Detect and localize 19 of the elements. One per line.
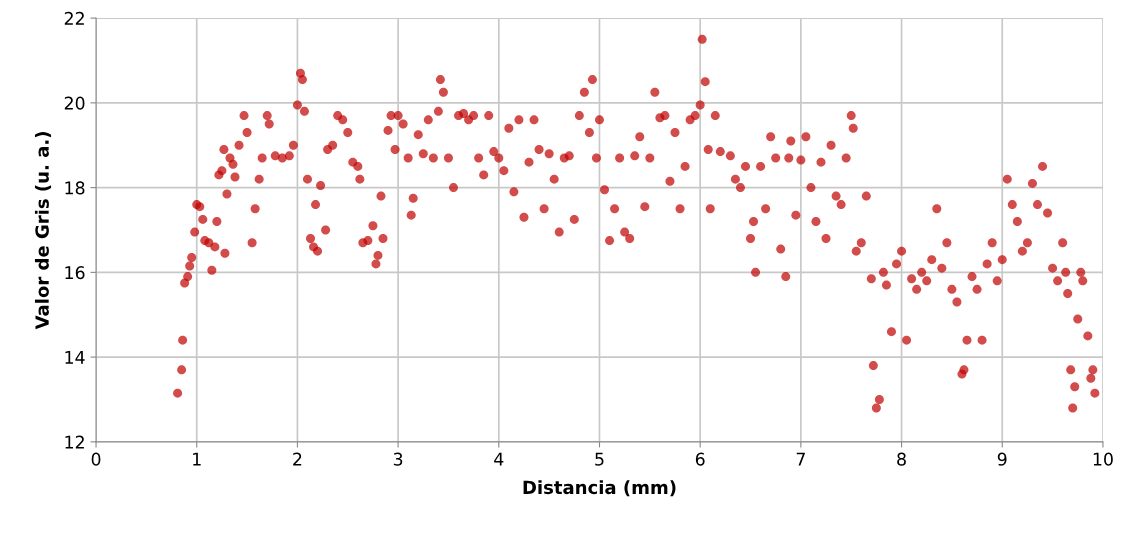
x-tick-label: 10 xyxy=(1093,452,1113,466)
x-tick-label: 0 xyxy=(91,452,101,466)
x-axis-title: Distancia (mm) xyxy=(523,480,676,497)
x-tick-label: 8 xyxy=(897,452,906,466)
y-tick-label: 14 xyxy=(65,351,85,364)
y-tick-label: 12 xyxy=(65,435,84,449)
y-tick-label: 16 xyxy=(65,266,85,280)
x-tick-label: 9 xyxy=(997,452,1007,466)
x-tick-label: 2 xyxy=(293,452,302,466)
x-tick-label: 6 xyxy=(695,452,705,466)
y-tick-label: 22 xyxy=(64,11,84,25)
x-tick-label: 4 xyxy=(494,452,504,466)
x-tick-label: 7 xyxy=(796,452,805,466)
x-tick-label: 5 xyxy=(595,452,604,466)
y-tick-label: 20 xyxy=(64,96,85,110)
y-axis-title: Valor de Gris (u. a.) xyxy=(34,132,52,330)
y-tick-label: 18 xyxy=(65,181,85,195)
x-tick-label: 3 xyxy=(393,452,403,466)
x-tick-label: 1 xyxy=(193,452,201,466)
